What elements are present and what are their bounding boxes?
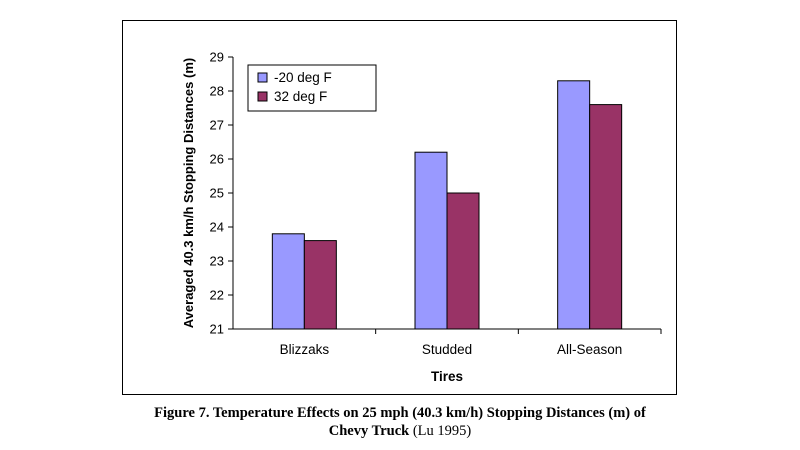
- legend-label: -20 deg F: [274, 70, 332, 85]
- figure-caption: Figure 7. Temperature Effects on 25 mph …: [0, 404, 800, 440]
- bar-chart: 21 22 23 24 25 26 27 28 29 Blizzaks Studded All-Sea…: [181, 50, 662, 384]
- x-tick-label: All-Season: [557, 342, 622, 357]
- x-axis-title: Tires: [431, 369, 463, 384]
- legend-label: 32 deg F: [274, 89, 327, 104]
- bar-warm-blizzaks: [303, 240, 337, 330]
- chart-frame: 21 22 23 24 25 26 27 28 29 Blizzaks Studded All-Sea…: [122, 20, 677, 395]
- y-tick-label: 25: [210, 186, 224, 201]
- y-tick-label: 27: [210, 118, 224, 133]
- y-axis-title: Averaged 40.3 km/h Stopping Distances (m…: [181, 58, 196, 328]
- y-tick-label: 26: [210, 152, 224, 167]
- legend-box: [247, 64, 377, 112]
- bar-cold-studded: [414, 151, 448, 330]
- x-tick-label: Studded: [422, 342, 472, 357]
- y-tick-label: 29: [210, 50, 224, 65]
- bar-warm-all-season: [589, 104, 623, 330]
- caption-subject: Chevy Truck: [328, 423, 410, 439]
- bar-cold-blizzaks: [271, 233, 305, 330]
- y-tick-label: 22: [210, 288, 224, 303]
- bar-warm-studded: [446, 192, 480, 330]
- y-tick-label: 24: [210, 220, 224, 235]
- legend-swatch: [257, 91, 268, 102]
- legend-swatch: [257, 72, 268, 83]
- caption-citation: (Lu 1995): [409, 423, 472, 439]
- y-tick-label: 28: [210, 84, 224, 99]
- y-tick-label: 21: [210, 322, 224, 337]
- x-tick-label: Blizzaks: [280, 342, 330, 357]
- caption-line-1: Figure 7. Temperature Effects on 25 mph …: [154, 405, 646, 421]
- y-tick-label: 23: [210, 254, 224, 269]
- bar-cold-all-season: [557, 80, 591, 330]
